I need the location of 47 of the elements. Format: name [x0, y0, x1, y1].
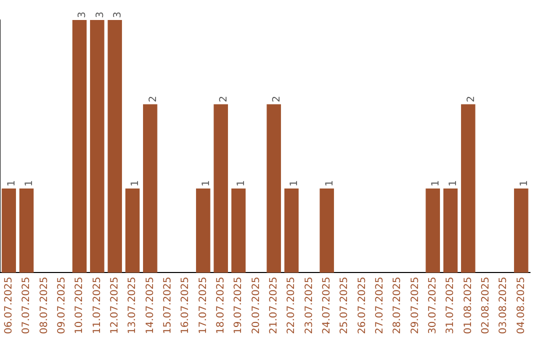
- data-label: 1: [236, 180, 248, 186]
- data-label: 2: [271, 96, 282, 102]
- x-tick-label: 25.07.2025: [339, 276, 350, 334]
- data-label: 1: [324, 180, 336, 186]
- data-label: 1: [6, 180, 18, 186]
- x-tick-label: 16.07.2025: [180, 276, 192, 334]
- x-tick-label: 20.07.2025: [250, 276, 262, 334]
- data-label: 1: [130, 180, 142, 186]
- x-tick-label: 10.07.2025: [74, 276, 86, 334]
- data-label: 1: [289, 180, 300, 186]
- x-tick-label: 23.07.2025: [304, 276, 315, 334]
- data-label: 1: [24, 180, 36, 186]
- data-label: 1: [430, 180, 442, 186]
- x-tick-label: 17.07.2025: [198, 276, 209, 334]
- x-tick-label: 12.07.2025: [109, 276, 120, 334]
- x-tick-label: 14.07.2025: [144, 276, 156, 334]
- x-tick-label: 09.07.2025: [56, 276, 68, 334]
- x-tick-label: 22.07.2025: [286, 276, 298, 334]
- x-tick-label: 02.08.2025: [480, 276, 492, 334]
- data-label: 1: [448, 180, 460, 186]
- x-tick-label: 15.07.2025: [162, 276, 174, 334]
- x-tick-label: 04.08.2025: [516, 276, 527, 334]
- x-tick-label: 18.07.2025: [215, 276, 226, 334]
- x-tick-label: 28.07.2025: [392, 276, 404, 334]
- data-label: 2: [148, 96, 159, 102]
- x-tick-label: 03.08.2025: [498, 276, 510, 334]
- x-tick-label: 27.07.2025: [374, 276, 386, 334]
- x-tick-label: 24.07.2025: [321, 276, 332, 334]
- x-tick-label: 21.07.2025: [268, 276, 280, 334]
- x-tick-label: 01.08.2025: [462, 276, 474, 334]
- data-label: 1: [200, 180, 212, 186]
- x-tick-label: 08.07.2025: [38, 276, 50, 334]
- data-label: 2: [466, 96, 477, 102]
- data-label: 2: [218, 96, 230, 102]
- x-tick-label: 29.07.2025: [410, 276, 421, 334]
- x-tick-label: 07.07.2025: [21, 276, 32, 334]
- x-tick-label: 13.07.2025: [127, 276, 138, 334]
- data-label: 3: [77, 12, 88, 18]
- data-label: 3: [94, 12, 106, 18]
- x-tick-label: 26.07.2025: [356, 276, 368, 334]
- data-label: 1: [518, 180, 530, 186]
- x-tick-label: 31.07.2025: [445, 276, 456, 334]
- x-tick-label: 11.07.2025: [92, 276, 103, 334]
- x-tick-label: 19.07.2025: [233, 276, 244, 334]
- x-tick-label: 06.07.2025: [3, 276, 14, 334]
- data-label: 3: [112, 12, 124, 18]
- x-tick-label: 30.07.2025: [427, 276, 438, 334]
